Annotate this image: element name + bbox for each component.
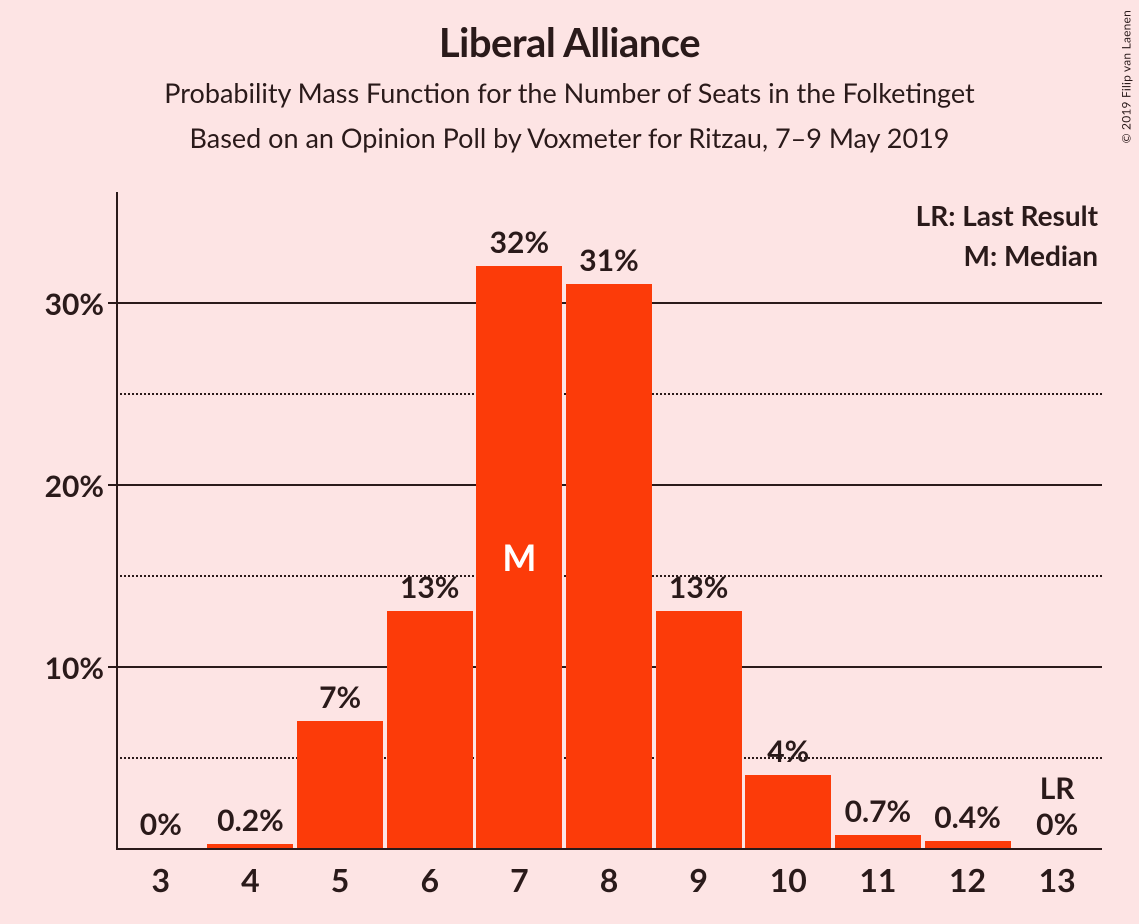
x-tick-label: 8 [600, 860, 619, 899]
bar-value-label: 0% [140, 806, 182, 842]
x-tick-label: 11 [859, 860, 896, 899]
bar: 4% [745, 775, 831, 848]
x-tick-label: 5 [331, 860, 350, 899]
x-tick-label: 3 [152, 860, 171, 899]
legend-lr: LR: Last Result [916, 198, 1098, 232]
y-tick-mark [108, 666, 116, 668]
median-marker: M [502, 535, 536, 579]
bar: 32%M [476, 266, 562, 848]
legend: LR: Last Result M: Median [916, 198, 1098, 278]
y-tick-label: 30% [45, 286, 104, 322]
bar-value-label: 7% [319, 679, 361, 715]
bar-value-label: 0.4% [934, 799, 1001, 835]
y-tick-label: 10% [45, 650, 104, 686]
x-tick-label: 10 [770, 860, 807, 899]
bar: 0.7% [835, 835, 921, 848]
bar-value-label: 31% [579, 242, 638, 278]
bar: 7% [297, 721, 383, 848]
y-tick-mark [108, 302, 116, 304]
bar: 31% [566, 284, 652, 848]
bar-value-label: 0% [1036, 806, 1078, 842]
bar-value-label: 0.7% [845, 793, 912, 829]
bar: 13% [656, 611, 742, 848]
bar-value-label: 13% [669, 569, 728, 605]
x-tick-label: 6 [420, 860, 439, 899]
bar-value-label: 13% [400, 569, 459, 605]
bar: 0.4% [925, 841, 1011, 848]
page-title: Liberal Alliance [0, 18, 1139, 66]
last-result-marker: LR [1040, 770, 1075, 806]
y-tick-label: 20% [45, 468, 104, 504]
x-tick-label: 12 [949, 860, 986, 899]
chart-plot-area: LR: Last Result M: Median 10%20%30%34567… [116, 192, 1102, 850]
bar: 0.2% [207, 844, 293, 848]
x-tick-label: 13 [1039, 860, 1076, 899]
subtitle-2: Based on an Opinion Poll by Voxmeter for… [0, 121, 1139, 154]
title-block: Liberal Alliance Probability Mass Functi… [0, 18, 1139, 154]
subtitle-1: Probability Mass Function for the Number… [0, 76, 1139, 109]
y-tick-mark [108, 484, 116, 486]
legend-m: M: Median [916, 238, 1098, 272]
x-axis [116, 848, 1102, 850]
x-tick-label: 4 [241, 860, 260, 899]
x-tick-label: 7 [510, 860, 529, 899]
bar: 13% [387, 611, 473, 848]
bar-value-label: 32% [490, 224, 549, 260]
x-tick-label: 9 [689, 860, 708, 899]
y-axis [116, 192, 118, 850]
bar-value-label: 0.2% [217, 802, 284, 838]
bar-value-label: 4% [767, 733, 809, 769]
